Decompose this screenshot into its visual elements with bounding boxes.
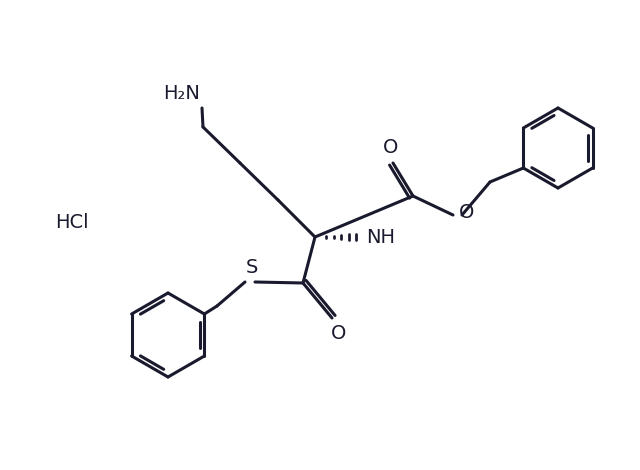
Text: O: O	[332, 324, 347, 343]
Text: S: S	[246, 258, 258, 277]
Text: NH: NH	[366, 227, 395, 246]
Text: O: O	[383, 138, 399, 157]
Text: H₂N: H₂N	[163, 84, 200, 103]
Text: HCl: HCl	[55, 212, 88, 232]
Text: O: O	[459, 203, 474, 221]
